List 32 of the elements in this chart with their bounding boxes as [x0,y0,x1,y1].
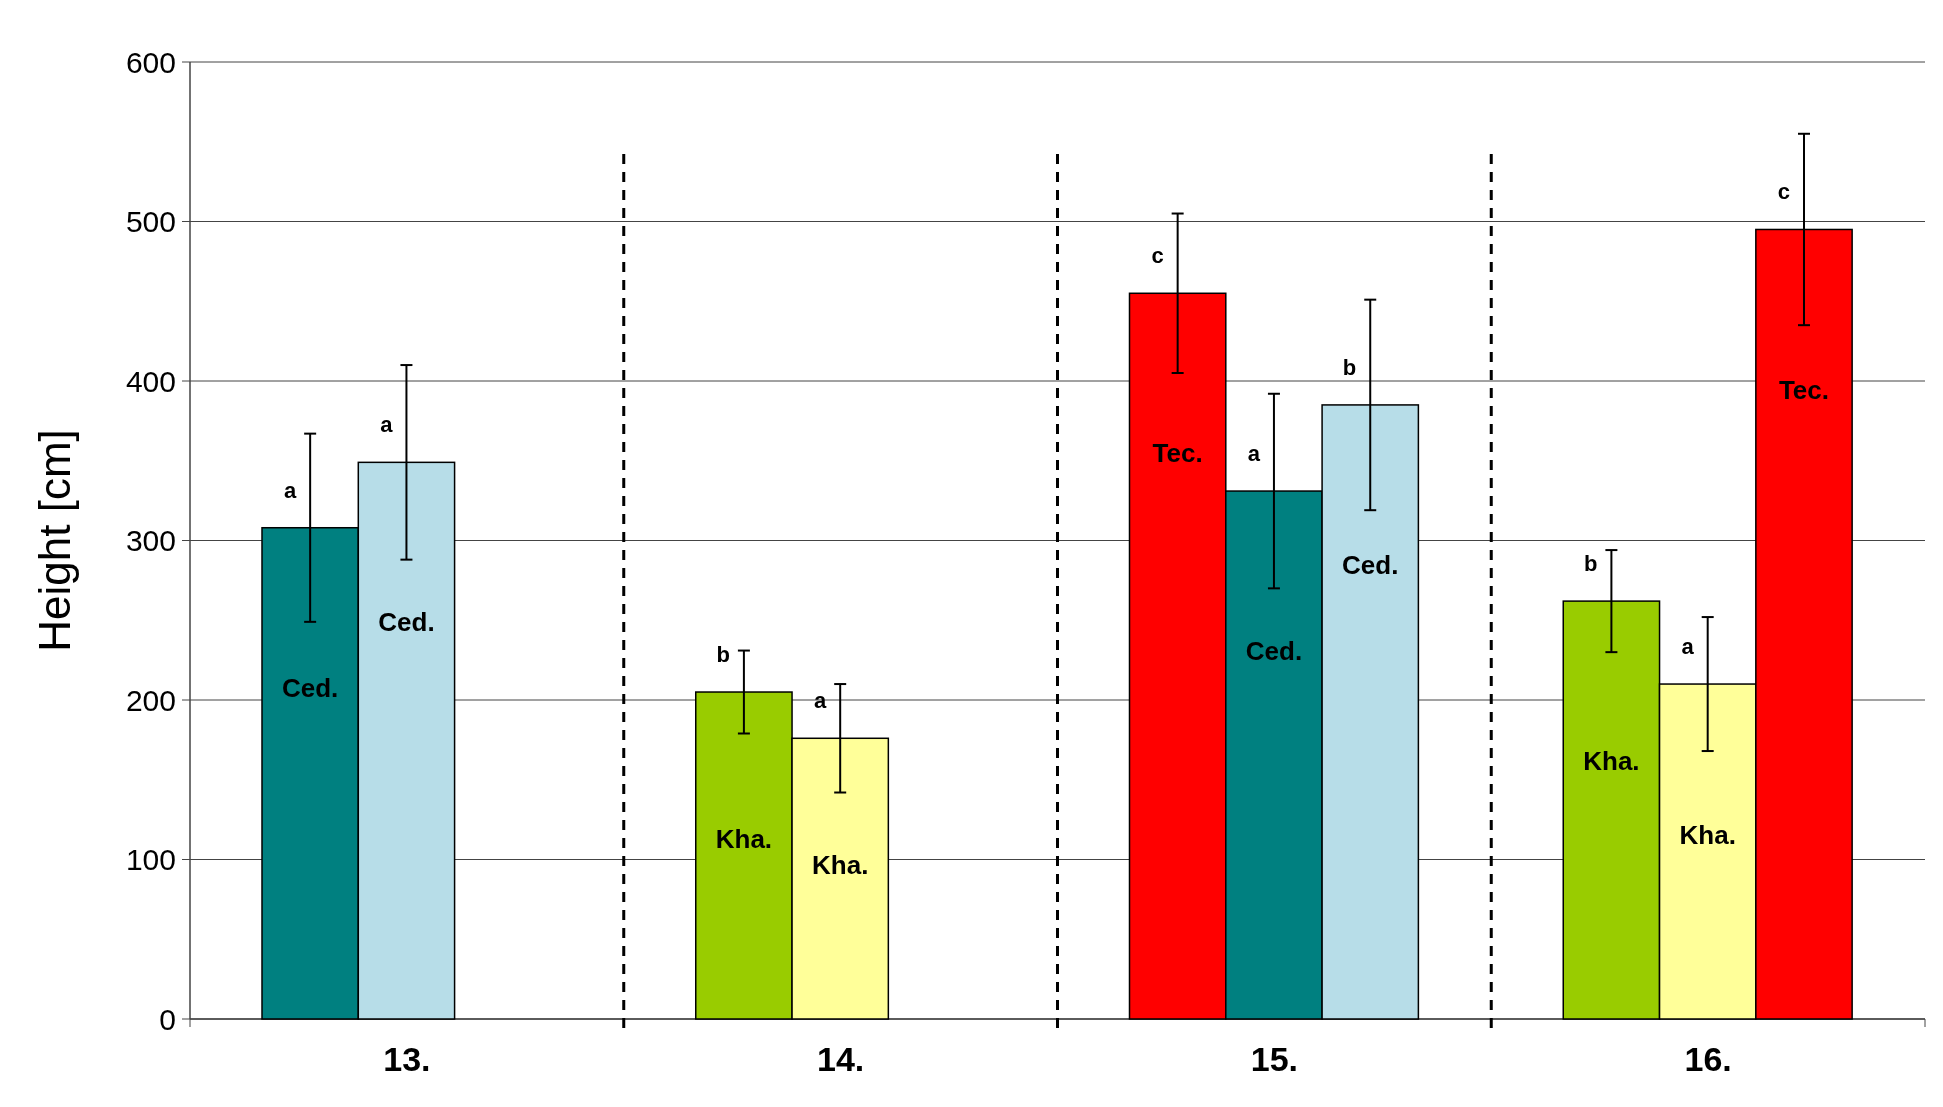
annotation: a [1681,634,1695,660]
annotation: a [1247,441,1261,467]
annotation: a [813,688,827,714]
annotation: a [283,477,297,503]
y-tick-label: 600 [125,45,176,79]
annotation: b [716,642,730,668]
annotation: Kha. [1679,819,1736,850]
annotation: Ced. [1245,636,1303,667]
annotation: Ced. [1342,550,1399,581]
x-tick-label: 15. [1250,1040,1299,1078]
annotation: Tec. [1152,438,1203,469]
annotation: Kha. [1583,746,1640,777]
y-tick-label: 100 [125,843,176,876]
x-tick-label: 13. [383,1040,431,1078]
x-tick-label: 16. [1684,1040,1732,1078]
y-axis-title: Height [cm] [30,429,79,652]
y-tick-label: 0 [159,1002,176,1036]
annotation: c [1777,179,1790,205]
y-tick-label: 400 [125,364,176,398]
annotation: a [380,412,394,438]
annotation: b [1342,354,1357,380]
y-tick-label: 200 [125,683,176,717]
annotation: c [1151,243,1164,269]
annotation: b [1583,551,1598,577]
annotation: Ced. [281,672,339,703]
y-tick-label: 500 [125,205,176,238]
x-tick-label: 14. [816,1040,865,1078]
annotation: Ced. [378,607,435,638]
annotation: Tec. [1778,374,1830,405]
annotation: Kha. [812,849,869,880]
annotation: Kha. [715,824,773,855]
y-tick-label: 300 [125,524,176,557]
